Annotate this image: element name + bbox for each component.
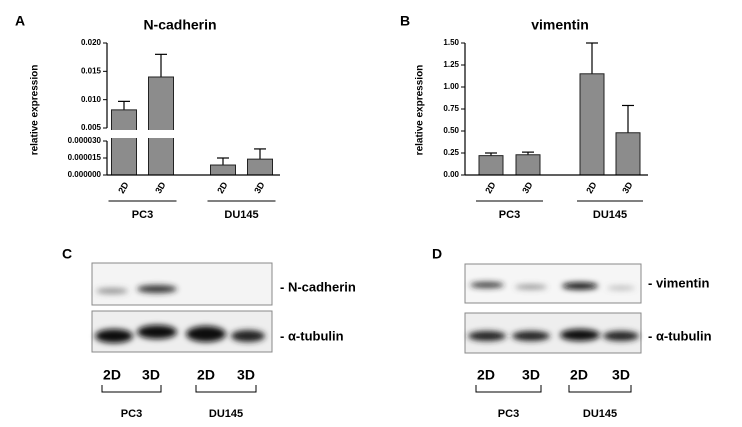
lane-label: 3D: [142, 367, 160, 383]
group-label: DU145: [224, 209, 258, 221]
x-tick-label: 3D: [252, 180, 267, 195]
group-label: DU145: [209, 408, 243, 420]
lane-label: 2D: [197, 367, 215, 383]
band-label: - vimentin: [648, 275, 709, 290]
y-tick-label: 0.000015: [68, 153, 102, 162]
group-bracket: [568, 385, 632, 393]
bar: [247, 158, 273, 176]
y-tick-label: 0.015: [81, 66, 102, 75]
bar: [615, 132, 641, 176]
group-label: DU145: [583, 408, 617, 420]
lane-label: 3D: [522, 367, 540, 383]
bar: [478, 155, 504, 176]
y-tick-label: 0.50: [443, 126, 459, 135]
y-tick-label: 0.020: [81, 38, 102, 47]
group-label: PC3: [121, 408, 142, 420]
y-tick-label: 0.005: [81, 123, 102, 132]
x-tick-label: 2D: [483, 180, 498, 195]
y-tick-label: 0.000000: [68, 170, 102, 179]
group-label: PC3: [498, 408, 519, 420]
panel-letter: D: [432, 246, 442, 262]
x-tick-label: 3D: [520, 180, 535, 195]
y-tick-label: 1.00: [443, 82, 459, 91]
panel-letter: B: [400, 13, 410, 29]
y-tick-label: 0.75: [443, 104, 459, 113]
group-label: PC3: [499, 209, 520, 221]
bands: [468, 282, 639, 341]
lane-label: 2D: [570, 367, 588, 383]
y-axis-label: relative expression: [415, 65, 426, 156]
x-tick-label: 2D: [116, 180, 131, 195]
bar: [579, 73, 605, 176]
y-tick-label: 0.010: [81, 95, 102, 104]
group-bracket: [195, 385, 257, 393]
band-label: - α-tubulin: [648, 328, 712, 343]
band-label: - N-cadherin: [280, 279, 356, 294]
bar: [111, 109, 137, 176]
y-tick-label: 0.000030: [68, 136, 102, 145]
panel-letter: A: [15, 13, 25, 29]
bar: [148, 76, 174, 176]
bands: [95, 285, 265, 343]
group-label: PC3: [132, 209, 153, 221]
y-tick-label: 0.25: [443, 148, 459, 157]
panel-letter: C: [62, 246, 72, 262]
lane-label: 3D: [237, 367, 255, 383]
lane-label: 2D: [103, 367, 121, 383]
x-tick-label: 3D: [620, 180, 635, 195]
lane-label: 2D: [477, 367, 495, 383]
y-tick-label: 0.00: [443, 170, 459, 179]
band-label: - α-tubulin: [280, 328, 344, 343]
chart-title: vimentin: [531, 17, 589, 33]
x-tick-label: 2D: [215, 180, 230, 195]
chart-title: N-cadherin: [143, 17, 216, 33]
y-axis-label: relative expression: [30, 65, 41, 156]
bar: [210, 164, 236, 176]
x-tick-label: 2D: [584, 180, 599, 195]
lane-label: 3D: [612, 367, 630, 383]
x-tick-label: 3D: [153, 180, 168, 195]
blot-box: [91, 262, 273, 306]
bar: [515, 154, 541, 176]
y-tick-label: 1.25: [443, 60, 459, 69]
group-bracket: [101, 385, 162, 393]
axis-break: [101, 130, 281, 138]
group-bracket: [475, 385, 542, 393]
y-tick-label: 1.50: [443, 38, 459, 47]
group-label: DU145: [593, 209, 627, 221]
